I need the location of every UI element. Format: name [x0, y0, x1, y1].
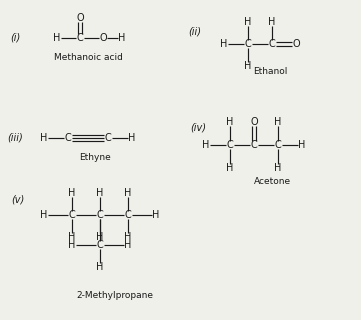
Text: H: H [274, 163, 282, 173]
Text: H: H [244, 17, 252, 27]
Text: Ethanol: Ethanol [253, 68, 287, 76]
Text: H: H [124, 188, 132, 198]
Text: C: C [77, 33, 83, 43]
Text: O: O [292, 39, 300, 49]
Text: C: C [251, 140, 257, 150]
Text: H: H [68, 188, 76, 198]
Text: H: H [226, 163, 234, 173]
Text: H: H [128, 133, 136, 143]
Text: H: H [68, 240, 76, 250]
Text: H: H [226, 117, 234, 127]
Text: C: C [227, 140, 233, 150]
Text: H: H [124, 232, 132, 242]
Text: H: H [244, 61, 252, 71]
Text: H: H [220, 39, 228, 49]
Text: (ii): (ii) [188, 27, 201, 37]
Text: Acetone: Acetone [253, 178, 291, 187]
Text: H: H [298, 140, 306, 150]
Text: H: H [118, 33, 126, 43]
Text: C: C [125, 210, 131, 220]
Text: Ethyne: Ethyne [79, 154, 111, 163]
Text: H: H [152, 210, 160, 220]
Text: (iii): (iii) [7, 133, 23, 143]
Text: H: H [68, 232, 76, 242]
Text: Methanoic acid: Methanoic acid [53, 53, 122, 62]
Text: H: H [53, 33, 61, 43]
Text: 2-Methylpropane: 2-Methylpropane [77, 291, 153, 300]
Text: H: H [124, 240, 132, 250]
Text: H: H [274, 117, 282, 127]
Text: H: H [40, 133, 48, 143]
Text: C: C [105, 133, 112, 143]
Text: C: C [275, 140, 281, 150]
Text: C: C [69, 210, 75, 220]
Text: O: O [76, 13, 84, 23]
Text: C: C [245, 39, 251, 49]
Text: O: O [250, 117, 258, 127]
Text: (iv): (iv) [190, 123, 206, 133]
Text: C: C [269, 39, 275, 49]
Text: H: H [96, 262, 104, 272]
Text: H: H [268, 17, 276, 27]
Text: H: H [96, 232, 104, 242]
Text: C: C [97, 240, 103, 250]
Text: O: O [99, 33, 107, 43]
Text: H: H [202, 140, 210, 150]
Text: H: H [96, 188, 104, 198]
Text: (v): (v) [12, 195, 25, 205]
Text: C: C [65, 133, 71, 143]
Text: C: C [97, 210, 103, 220]
Text: H: H [40, 210, 48, 220]
Text: (i): (i) [10, 33, 20, 43]
